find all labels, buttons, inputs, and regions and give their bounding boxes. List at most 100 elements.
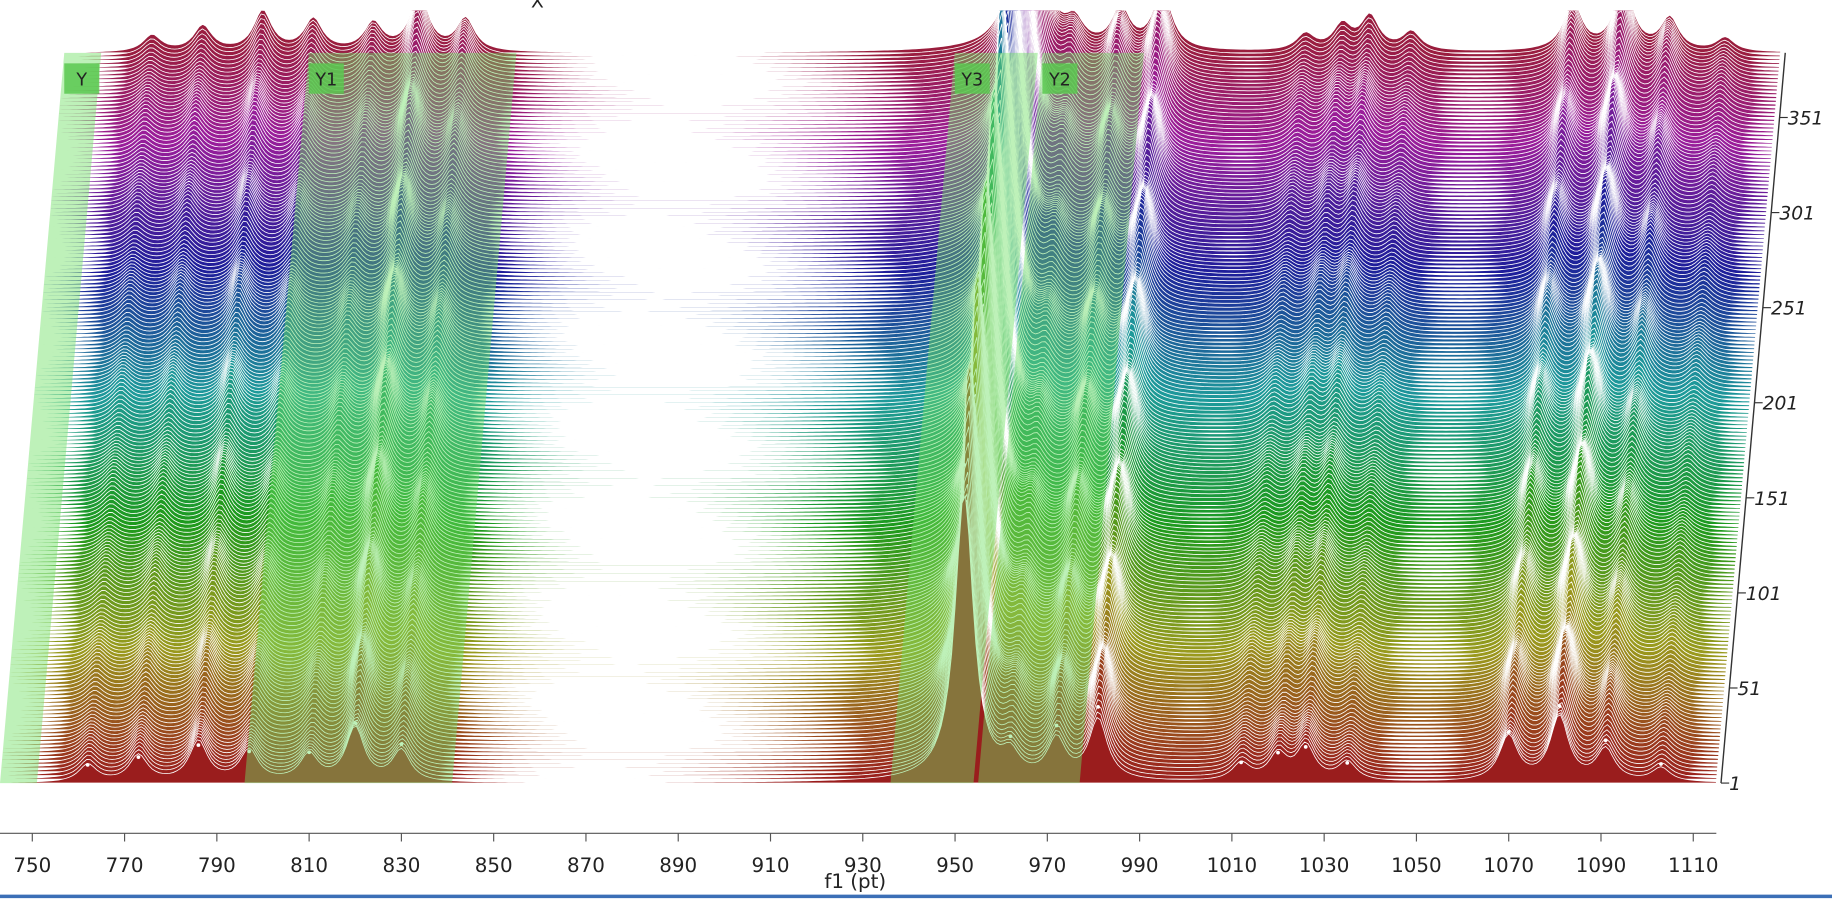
spectrum-trace xyxy=(10,368,1728,662)
peak-apex xyxy=(1506,730,1511,734)
peak-apex xyxy=(962,462,967,467)
region xyxy=(890,52,1038,784)
spectrum-trace xyxy=(3,382,1722,735)
spectrum-trace xyxy=(27,113,1746,461)
spectrum-trace xyxy=(8,411,1726,681)
y-tick-label: 151 xyxy=(1754,489,1790,510)
x-tick-label: 870 xyxy=(567,854,605,877)
traces xyxy=(0,10,1782,784)
peak-apex xyxy=(1054,723,1059,728)
spectrum-trace xyxy=(24,221,1742,506)
spectrum-trace xyxy=(16,318,1734,594)
peak-apex xyxy=(1659,762,1663,766)
spectrum-trace xyxy=(0,499,1719,769)
region-label-box xyxy=(64,63,100,94)
spectrum-trace xyxy=(6,378,1724,704)
spectrum-trace xyxy=(2,457,1720,754)
peak-apex xyxy=(399,742,404,746)
spectrum-trace xyxy=(7,400,1725,693)
peak-apex xyxy=(1096,704,1100,709)
spectrum-trace xyxy=(29,86,1747,449)
x-tick-label: 810 xyxy=(290,854,328,877)
spectrum-trace xyxy=(15,301,1733,605)
spectrum-trace xyxy=(42,10,1760,297)
x-tick-label: 890 xyxy=(659,854,697,877)
spectrum-trace xyxy=(22,178,1740,529)
y-axis-line xyxy=(1720,52,1786,784)
spectrum-trace xyxy=(17,303,1735,579)
spectrum-trace xyxy=(1,493,1719,765)
spectrum-trace xyxy=(40,43,1758,316)
spectrum-trace xyxy=(31,107,1749,426)
x-tick-label: 970 xyxy=(1028,854,1066,877)
spectrum-trace xyxy=(2,442,1720,750)
spectrum-trace xyxy=(30,86,1748,438)
spectrum-trace xyxy=(41,43,1759,312)
spectrum-trace xyxy=(10,353,1728,658)
spectrum-trace xyxy=(23,208,1741,514)
spectrum-trace xyxy=(1,483,1719,761)
peak-apex xyxy=(1276,750,1280,755)
region-label-box xyxy=(308,63,344,94)
spectrum-trace xyxy=(5,358,1723,719)
spectrum-trace xyxy=(24,227,1742,499)
peak-apex xyxy=(353,721,358,725)
spectrum-trace xyxy=(9,382,1728,666)
spectrum-trace xyxy=(1,471,1720,757)
x-tick-label: 1090 xyxy=(1576,854,1627,877)
spectrum-trace xyxy=(30,91,1748,434)
peak-apex xyxy=(1603,738,1608,743)
spectrum-trace xyxy=(27,127,1745,465)
region-label: Y xyxy=(75,71,87,91)
x-tick-label: 930 xyxy=(844,854,882,877)
spectrum-trace xyxy=(0,495,1717,784)
spectrum-trace xyxy=(27,158,1745,472)
spectrum-trace xyxy=(14,285,1732,613)
x-tick-label: 830 xyxy=(382,854,420,877)
annotation: X xyxy=(531,0,544,12)
spectrum-trace xyxy=(25,202,1744,483)
spectrum-trace xyxy=(32,128,1750,415)
x-tick-label: 990 xyxy=(1121,854,1159,877)
spectrum-trace xyxy=(22,191,1740,522)
spectrum-trace xyxy=(29,83,1747,446)
spectrum-trace xyxy=(39,30,1757,328)
y-tick-label: 101 xyxy=(1746,584,1782,605)
spectrum-trace xyxy=(42,10,1760,293)
spectrum-trace xyxy=(12,281,1730,639)
spectrum-trace xyxy=(28,92,1746,453)
region-label: Y3 xyxy=(960,71,983,91)
spectrum-trace xyxy=(8,409,1726,685)
region-label: Y2 xyxy=(1048,71,1071,91)
spectrum-trace xyxy=(23,216,1741,510)
spectrum-trace xyxy=(58,10,1776,111)
spectrum-trace xyxy=(29,83,1747,442)
spectrum-trace xyxy=(7,395,1725,696)
spectrum-trace xyxy=(40,40,1758,320)
x-axis-label: f1 (pt) xyxy=(824,870,886,893)
x-tick-label: 910 xyxy=(752,854,790,877)
spectrum-trace xyxy=(19,231,1737,560)
spectrum-trace xyxy=(0,499,1718,780)
spectrum-trace xyxy=(0,501,1718,776)
x-tick-label: 1010 xyxy=(1207,854,1258,877)
spectrum-trace xyxy=(15,293,1733,609)
spectrum-trace xyxy=(26,189,1744,480)
spectrum-trace xyxy=(21,175,1739,533)
spectrum-trace xyxy=(16,319,1734,590)
y-tick-label: 51 xyxy=(1738,679,1762,700)
y-tick-label: 1 xyxy=(1729,774,1741,795)
spectrum-trace xyxy=(4,360,1723,723)
peak-apex xyxy=(85,763,90,767)
peak-apex xyxy=(1239,760,1243,765)
spectrum-trace xyxy=(34,85,1752,385)
spectrum-trace xyxy=(25,221,1743,491)
spectrum-trace xyxy=(33,134,1751,404)
spectrum-trace xyxy=(42,22,1760,301)
spectrum-trace xyxy=(35,53,1753,377)
spectrum-trace xyxy=(4,364,1722,727)
spectrum-trace xyxy=(3,410,1721,742)
spectrum-trace xyxy=(22,184,1740,525)
spectrum-trace xyxy=(58,10,1776,115)
